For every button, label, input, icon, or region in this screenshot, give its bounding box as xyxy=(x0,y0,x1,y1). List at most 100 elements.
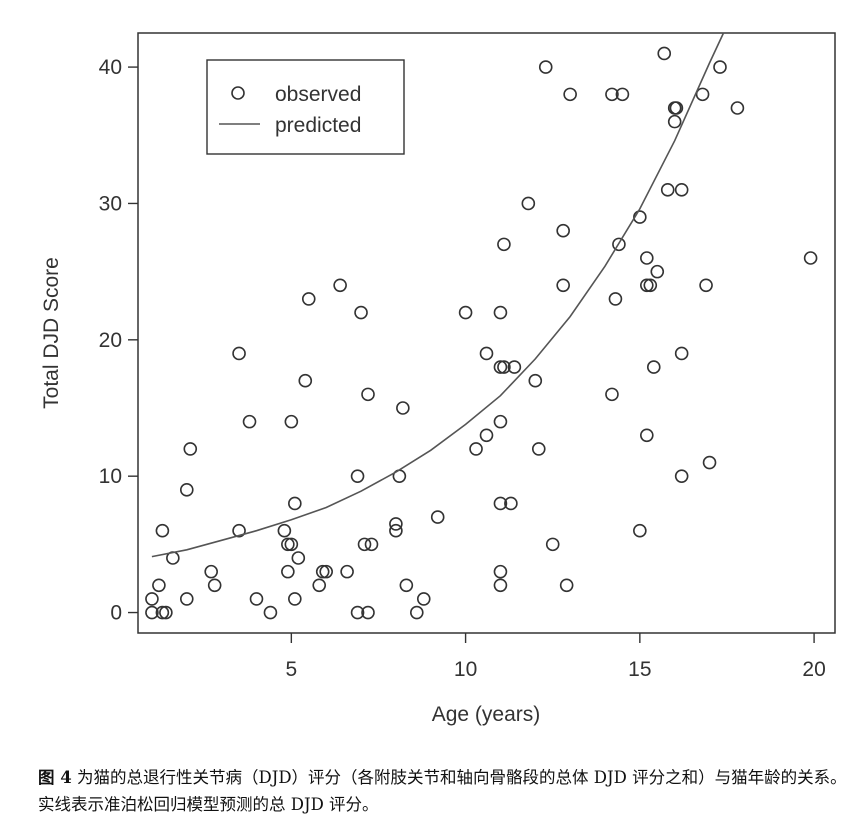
observed-point xyxy=(646,360,661,374)
observed-point xyxy=(416,592,431,606)
observed-point xyxy=(249,592,264,606)
observed-point xyxy=(232,346,246,361)
y-tick-label: 40 xyxy=(99,56,122,79)
observed-point xyxy=(730,101,745,115)
observed-point xyxy=(288,592,302,606)
observed-point xyxy=(277,523,292,538)
observed-point xyxy=(669,101,684,115)
observed-point xyxy=(493,578,508,593)
observed-point xyxy=(493,564,508,579)
observed-point xyxy=(159,605,173,620)
observed-point xyxy=(298,373,313,388)
observed-point xyxy=(479,428,494,443)
legend-box xyxy=(206,59,405,155)
observed-point xyxy=(605,387,619,402)
observed-point xyxy=(674,469,689,483)
observed-point xyxy=(291,551,306,565)
observed-point xyxy=(640,428,654,443)
observed-point xyxy=(152,578,166,593)
observed-point xyxy=(179,592,194,606)
observed-point xyxy=(396,401,410,415)
plot-frame xyxy=(137,32,836,634)
figure-caption: 图 4 为猫的总退行性关节病（DJD）评分（各附肢关节和轴向骨骼段的总体 DJD… xyxy=(38,764,853,818)
observed-point xyxy=(155,523,170,538)
observed-point xyxy=(545,537,560,552)
legend-observed-marker xyxy=(231,86,245,100)
observed-point xyxy=(364,537,379,552)
observed-point xyxy=(504,496,518,511)
observed-point xyxy=(354,305,368,320)
x-tick-label: 5 xyxy=(285,658,297,681)
observed-point xyxy=(640,278,654,293)
observed-point xyxy=(479,346,494,361)
observed-point xyxy=(615,87,630,102)
x-axis: 5 10 15 20 xyxy=(285,633,826,681)
observed-point xyxy=(608,292,623,306)
x-tick-label: 15 xyxy=(628,658,651,681)
observed-point xyxy=(301,292,316,306)
observed-point xyxy=(612,237,626,252)
observed-point xyxy=(660,183,675,197)
observed-point xyxy=(493,414,508,429)
observed-point xyxy=(145,592,159,606)
observed-point xyxy=(702,455,717,470)
observed-point xyxy=(263,605,278,620)
x-axis-label: Age (years) xyxy=(432,703,541,726)
observed-point xyxy=(563,87,577,102)
observed-point xyxy=(155,605,170,620)
observed-point xyxy=(497,237,511,252)
observed-point xyxy=(179,483,194,497)
observed-point xyxy=(350,469,365,483)
observed-point xyxy=(284,537,299,552)
observed-point xyxy=(409,605,424,620)
observed-point xyxy=(493,496,508,511)
observed-point xyxy=(399,578,414,593)
y-axis-label: Total DJD Score xyxy=(40,257,63,409)
observed-point xyxy=(469,442,483,456)
observed-point xyxy=(312,578,327,593)
predicted-curve xyxy=(151,32,725,558)
observed-point xyxy=(559,578,574,593)
observed-point xyxy=(507,360,522,374)
observed-point xyxy=(695,87,710,102)
observed-point xyxy=(315,564,330,579)
observed-point xyxy=(319,564,333,579)
legend: observed predicted xyxy=(206,59,405,155)
observed-point xyxy=(430,510,445,524)
observed-point xyxy=(458,305,473,320)
observed-point xyxy=(667,114,682,129)
observed-point xyxy=(531,442,546,456)
x-tick-label: 20 xyxy=(802,658,825,681)
observed-point xyxy=(674,183,689,197)
observed-point xyxy=(389,517,403,531)
observed-point xyxy=(556,223,570,238)
observed-point xyxy=(284,414,299,429)
legend-predicted-label: predicted xyxy=(275,114,361,137)
observed-point xyxy=(803,251,818,265)
observed-point xyxy=(207,578,222,593)
observed-point xyxy=(556,278,570,293)
observed-point xyxy=(333,278,347,293)
observed-point xyxy=(281,564,295,579)
observed-point xyxy=(232,523,246,538)
observed-point xyxy=(674,346,689,361)
observed-point xyxy=(493,305,508,320)
x-tick-label: 10 xyxy=(454,658,477,681)
y-tick-label: 20 xyxy=(99,329,122,352)
observed-point xyxy=(633,210,647,224)
scatter-chart: 5 10 15 20 0 10 20 30 40 Age (years) Total DJD … xyxy=(40,32,836,726)
observed-point xyxy=(605,87,619,102)
observed-point xyxy=(357,537,372,552)
predicted-curve-layer xyxy=(151,32,725,558)
observed-point xyxy=(521,196,536,211)
observed-point xyxy=(204,564,218,579)
observed-point xyxy=(633,523,647,538)
observed-point xyxy=(389,523,403,538)
observed-point xyxy=(657,46,672,61)
observed-point xyxy=(650,264,665,279)
y-tick-label: 10 xyxy=(99,465,122,488)
observed-point xyxy=(713,60,727,74)
caption-text: 为猫的总退行性关节病（DJD）评分（各附肢关节和轴向骨骼段的总体 DJD 评分之… xyxy=(38,768,847,814)
observed-point xyxy=(528,373,543,388)
observed-point xyxy=(350,605,365,620)
